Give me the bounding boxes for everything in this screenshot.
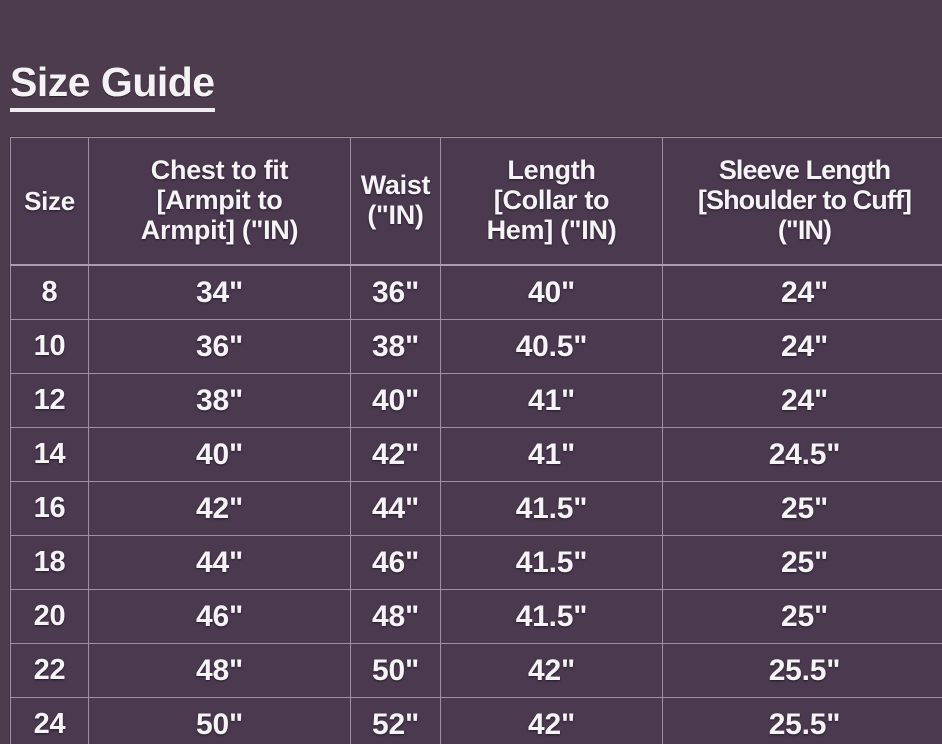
cell-size: 20 bbox=[10, 589, 89, 644]
table-row: 24 50" 52" 42" 25.5" bbox=[10, 697, 942, 744]
column-header-size-line-0: Size bbox=[24, 185, 75, 216]
cell-sleeve: 24" bbox=[662, 265, 942, 320]
table-row: 16 42" 44" 41.5" 25" bbox=[10, 481, 942, 536]
page-title: Size Guide bbox=[10, 61, 215, 112]
cell-sleeve: 25.5" bbox=[662, 697, 942, 744]
table-row: 8 34" 36" 40" 24" bbox=[10, 265, 942, 320]
cell-size: 12 bbox=[10, 373, 89, 428]
cell-sleeve: 24" bbox=[662, 319, 942, 374]
cell-chest: 40" bbox=[88, 427, 351, 482]
column-header-chest-line-2: Armpit] ("IN) bbox=[140, 214, 299, 245]
cell-waist: 36" bbox=[350, 265, 441, 320]
cell-sleeve: 25.5" bbox=[662, 643, 942, 698]
column-header-waist: Waist ("IN) bbox=[350, 137, 441, 266]
cell-length: 41" bbox=[440, 373, 663, 428]
size-guide-table: Size Chest to fit [Armpit to Armpit] ("IN)… bbox=[10, 137, 942, 744]
cell-size: 10 bbox=[10, 319, 89, 374]
cell-length: 42" bbox=[440, 643, 663, 698]
cell-size: 18 bbox=[10, 535, 89, 590]
column-header-length-line-0: Length bbox=[507, 155, 596, 186]
cell-sleeve: 25" bbox=[662, 535, 942, 590]
table-row: 12 38" 40" 41" 24" bbox=[10, 373, 942, 428]
cell-size: 24 bbox=[10, 697, 89, 744]
column-header-sleeve-line-2: ("IN) bbox=[777, 214, 832, 245]
cell-chest: 42" bbox=[88, 481, 351, 536]
cell-size: 16 bbox=[10, 481, 89, 536]
cell-length: 40" bbox=[440, 265, 663, 320]
cell-length: 41.5" bbox=[440, 589, 663, 644]
column-header-waist-line-1: ("IN) bbox=[367, 200, 424, 230]
cell-length: 41.5" bbox=[440, 535, 663, 590]
cell-size: 8 bbox=[10, 265, 89, 320]
table-row: 14 40" 42" 41" 24.5" bbox=[10, 427, 942, 482]
column-header-length: Length [Collar to Hem] ("IN) bbox=[440, 137, 663, 266]
column-header-chest: Chest to fit [Armpit to Armpit] ("IN) bbox=[88, 137, 351, 266]
cell-chest: 34" bbox=[88, 265, 351, 320]
cell-chest: 48" bbox=[88, 643, 351, 698]
cell-waist: 42" bbox=[350, 427, 441, 482]
cell-sleeve: 24" bbox=[662, 373, 942, 428]
table-row: 22 48" 50" 42" 25.5" bbox=[10, 643, 942, 698]
column-header-length-line-2: Hem] ("IN) bbox=[486, 214, 617, 245]
column-header-chest-line-0: Chest to fit bbox=[150, 155, 289, 186]
cell-chest: 44" bbox=[88, 535, 351, 590]
cell-waist: 52" bbox=[350, 697, 441, 744]
cell-waist: 40" bbox=[350, 373, 441, 428]
size-table-container: Size Chest to fit [Armpit to Armpit] ("IN)… bbox=[10, 137, 942, 744]
table-head: Size Chest to fit [Armpit to Armpit] ("IN)… bbox=[10, 137, 942, 266]
cell-sleeve: 25" bbox=[662, 481, 942, 536]
cell-chest: 46" bbox=[88, 589, 351, 644]
cell-length: 40.5" bbox=[440, 319, 663, 374]
table-row: 18 44" 46" 41.5" 25" bbox=[10, 535, 942, 590]
cell-waist: 48" bbox=[350, 589, 441, 644]
title-container: Size Guide bbox=[10, 34, 215, 139]
table-body: 8 34" 36" 40" 24" 10 36" 38" 40.5" 24" 12 38" 40" 41"… bbox=[10, 265, 942, 744]
table-header-row: Size Chest to fit [Armpit to Armpit] ("IN)… bbox=[10, 137, 942, 266]
column-header-sleeve-line-1: [Shoulder to Cuff] bbox=[697, 185, 912, 216]
cell-sleeve: 24.5" bbox=[662, 427, 942, 482]
cell-chest: 38" bbox=[88, 373, 351, 428]
cell-size: 14 bbox=[10, 427, 89, 482]
cell-waist: 50" bbox=[350, 643, 441, 698]
cell-sleeve: 25" bbox=[662, 589, 942, 644]
cell-length: 41" bbox=[440, 427, 663, 482]
column-header-length-line-1: [Collar to bbox=[493, 185, 610, 216]
cell-size: 22 bbox=[10, 643, 89, 698]
column-header-sleeve-line-0: Sleeve Length bbox=[718, 155, 891, 186]
table-row: 20 46" 48" 41.5" 25" bbox=[10, 589, 942, 644]
cell-chest: 36" bbox=[88, 319, 351, 374]
column-header-waist-line-0: Waist bbox=[360, 170, 431, 201]
cell-length: 42" bbox=[440, 697, 663, 744]
cell-chest: 50" bbox=[88, 697, 351, 744]
cell-waist: 46" bbox=[350, 535, 441, 590]
cell-length: 41.5" bbox=[440, 481, 663, 536]
column-header-sleeve: Sleeve Length [Shoulder to Cuff] ("IN) bbox=[662, 137, 942, 266]
table-row: 10 36" 38" 40.5" 24" bbox=[10, 319, 942, 374]
column-header-chest-line-1: [Armpit to bbox=[156, 185, 283, 216]
column-header-size: Size bbox=[10, 137, 89, 266]
cell-waist: 44" bbox=[350, 481, 441, 536]
cell-waist: 38" bbox=[350, 319, 441, 374]
